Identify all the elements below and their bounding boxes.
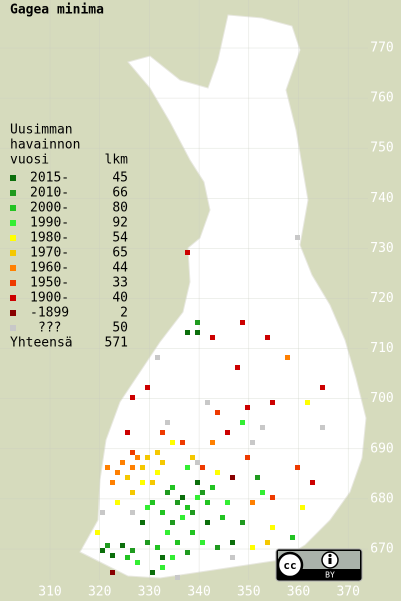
legend-column: lkm xyxy=(105,153,129,168)
legend-swatch xyxy=(10,190,16,196)
legend-heading: havainnon xyxy=(10,138,80,153)
legend-column: vuosi xyxy=(10,153,49,168)
legend-heading: Uusimman xyxy=(10,123,73,138)
legend-swatch xyxy=(10,310,16,316)
legend-count: 80 xyxy=(112,201,128,216)
legend-label: 2015- xyxy=(30,171,69,186)
x-tick-label: 340 xyxy=(187,585,210,600)
legend-swatch xyxy=(10,295,16,301)
legend-label: 1970- xyxy=(30,246,69,261)
by-figure xyxy=(328,558,332,564)
x-tick-label: 350 xyxy=(237,585,260,600)
y-tick-label: 700 xyxy=(370,391,393,406)
y-tick-label: 770 xyxy=(370,41,393,56)
y-tick-label: 730 xyxy=(370,241,393,256)
legend-label: 1950- xyxy=(30,276,69,291)
cc-text: cc xyxy=(283,559,296,572)
by-text: BY xyxy=(325,571,335,580)
legend-count: 2 xyxy=(120,306,128,321)
legend-count: 50 xyxy=(112,321,128,336)
y-tick-label: 750 xyxy=(370,141,393,156)
legend-label: 1960- xyxy=(30,261,69,276)
y-tick-label: 670 xyxy=(370,542,393,557)
legend-count: 54 xyxy=(112,231,128,246)
x-tick-label: 330 xyxy=(138,585,161,600)
legend-count: 45 xyxy=(112,171,128,186)
x-tick-label: 320 xyxy=(88,585,111,600)
legend-swatch xyxy=(10,250,16,256)
x-tick-label: 310 xyxy=(38,585,61,600)
legend-label: -1899 xyxy=(30,306,69,321)
legend-label: 2010- xyxy=(30,186,69,201)
legend-label: 1900- xyxy=(30,291,69,306)
legend-label: 1980- xyxy=(30,231,69,246)
legend: 2015- 45 2010- 66 2000- 80 1990- 92 1980- 54 1970-… xyxy=(10,171,128,336)
x-tick-label: 360 xyxy=(287,585,310,600)
squares-1990 xyxy=(135,420,265,570)
y-tick-label: 760 xyxy=(370,91,393,106)
squares-2000 xyxy=(125,485,295,560)
occurrences xyxy=(95,235,325,580)
legend-swatch xyxy=(10,265,16,271)
finland xyxy=(79,14,367,579)
y-tick-label: 720 xyxy=(370,291,393,306)
legend-count: 44 xyxy=(112,261,128,276)
legend-count: 65 xyxy=(112,246,128,261)
total-label: Yhteensä xyxy=(10,336,73,351)
legend-label: ??? xyxy=(38,321,61,336)
legend-swatch xyxy=(10,280,16,286)
cc-circle xyxy=(276,551,304,579)
legend-count: 33 xyxy=(112,276,128,291)
by-head xyxy=(328,553,332,558)
legend-swatch xyxy=(10,175,16,181)
license-badge: cc BY xyxy=(275,548,363,582)
legend-swatch xyxy=(10,220,16,226)
total-value: 571 xyxy=(105,336,128,351)
legend-count: 40 xyxy=(112,291,128,306)
x-tick-label: 370 xyxy=(336,585,359,600)
y-tick-label: 740 xyxy=(370,191,393,206)
legend-swatch xyxy=(10,205,16,211)
legend-swatch xyxy=(10,235,16,241)
legend-count: 92 xyxy=(112,216,128,231)
title: Gagea minima xyxy=(10,3,104,18)
y-tick-label: 690 xyxy=(370,441,393,456)
legend-label: 1990- xyxy=(30,216,69,231)
legend-count: 66 xyxy=(112,186,128,201)
legend-swatch xyxy=(10,325,16,331)
y-tick-label: 680 xyxy=(370,491,393,506)
y-tick-label: 710 xyxy=(370,341,393,356)
legend-label: 2000- xyxy=(30,201,69,216)
